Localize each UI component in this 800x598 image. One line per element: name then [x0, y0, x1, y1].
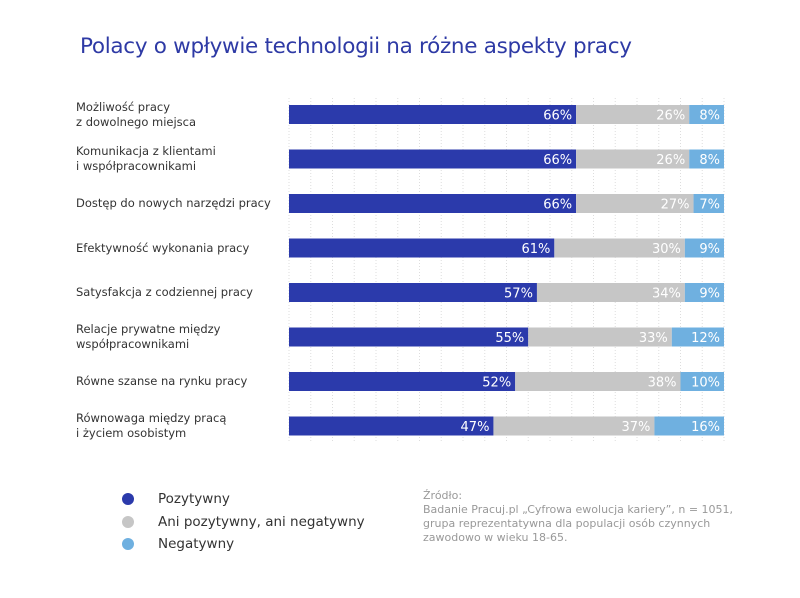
bar-segment — [289, 283, 537, 302]
category-label: Komunikacja z klientami i współpracownika… — [76, 142, 286, 176]
bar-segment — [576, 149, 690, 169]
bar-segment — [684, 238, 724, 258]
legend-label: Pozytywny — [158, 491, 230, 507]
category-label-line: i życiem osobistym — [76, 426, 187, 440]
bar-segment — [536, 283, 685, 302]
bar-segment — [289, 372, 516, 391]
category-label-line: Równe szanse na rynku pracy — [76, 374, 248, 388]
data-label: 57% — [504, 287, 533, 302]
category-label: Efektywność wykonania pracy — [76, 231, 286, 265]
source-note: Źródło: Badanie Pracuj.pl „Cyfrowa ewolu… — [423, 489, 753, 545]
bar-segment — [289, 105, 577, 124]
category-label-line: Równowaga między pracą — [76, 411, 227, 425]
bar-segment — [693, 194, 724, 213]
source-line-2: grupa reprezentatywna dla populacji osób… — [423, 517, 711, 530]
data-label: 26% — [656, 153, 685, 168]
category-label: Równowaga między pracą i życiem osobistym — [76, 409, 286, 443]
category-label: Możliwość pracy z dowolnego miejsca — [76, 98, 286, 132]
data-label: 16% — [691, 420, 720, 435]
data-label: 7% — [699, 198, 720, 213]
category-label-line: z dowolnego miejsca — [76, 114, 197, 129]
category-label-line: Możliwość pracy — [76, 99, 170, 114]
category-label: Równe szanse na rynku pracy — [76, 365, 286, 399]
bar-segment — [289, 194, 577, 213]
bar-segment — [289, 327, 529, 347]
bar-segment — [289, 416, 494, 436]
category-label: Dostęp do nowych narzędzi pracy — [76, 187, 286, 221]
data-label: 9% — [699, 287, 720, 302]
legend-label: Ani pozytywny, ani negatywny — [158, 513, 365, 530]
bar-segment — [689, 149, 724, 169]
bar-segment — [671, 327, 724, 347]
category-label: Relacje prywatne między współpracownikami — [76, 320, 286, 354]
data-label: 33% — [639, 331, 668, 346]
data-label: 26% — [656, 109, 685, 124]
data-label: 66% — [543, 198, 572, 213]
category-label-line: Efektywność wykonania pracy — [76, 240, 250, 255]
data-label: 52% — [482, 376, 511, 391]
source-line-3: zawodowo w wieku 18-65. — [423, 531, 568, 544]
bar-segment — [576, 194, 694, 213]
bar-segment — [493, 416, 655, 436]
data-label: 47% — [461, 420, 490, 435]
data-label: 34% — [652, 287, 681, 302]
category-label-line: Komunikacja z klientami — [76, 144, 216, 158]
data-label: 66% — [543, 153, 572, 168]
data-label: 66% — [543, 109, 572, 124]
data-label: 61% — [521, 242, 550, 257]
data-label: 8% — [699, 153, 720, 168]
data-label: 10% — [691, 376, 720, 391]
category-label-line: Satysfakcja z codziennej pracy — [76, 285, 253, 299]
category-label: Satysfakcja z codziennej pracy — [76, 276, 286, 310]
legend-swatch — [122, 515, 134, 528]
legend-swatch — [122, 538, 134, 550]
data-label: 55% — [495, 331, 524, 346]
data-label: 27% — [661, 198, 690, 213]
bar-segment — [289, 238, 555, 258]
data-label: 38% — [648, 376, 677, 391]
source-heading: Źródło: — [423, 489, 463, 502]
bar-segment — [528, 327, 672, 347]
bar-segment — [689, 105, 724, 124]
data-label: 37% — [621, 420, 650, 435]
data-label: 9% — [699, 242, 720, 257]
source-line-1: Badanie Pracuj.pl „Cyfrowa ewolucja kari… — [423, 503, 734, 516]
data-label: 8% — [699, 109, 720, 124]
data-label: 30% — [652, 242, 681, 257]
stacked-bar-chart: 66% 26% 8% 66% 26% 8% 66% 27% 7% 61% 30% 9% 57% 34% 9%… — [288, 98, 725, 442]
bar-segment — [554, 238, 685, 258]
legend-label: Negatywny — [158, 536, 235, 552]
category-label-line: i współpracownikami — [76, 159, 197, 173]
category-label-line: Dostęp do nowych narzędzi pracy — [76, 196, 271, 210]
bar-segment — [684, 283, 724, 302]
bar-segment — [576, 105, 690, 124]
category-label-line: współpracownikami — [76, 337, 190, 351]
data-label: 12% — [691, 331, 720, 346]
category-label-line: Relacje prywatne między — [76, 322, 221, 336]
bar-segment — [680, 372, 724, 391]
bar-segment — [654, 416, 724, 436]
bar-segment — [515, 372, 681, 391]
bar-segment — [289, 149, 577, 169]
legend-swatch — [122, 493, 134, 505]
chart-title: Polacy o wpływie technologii na różne as… — [80, 34, 632, 59]
